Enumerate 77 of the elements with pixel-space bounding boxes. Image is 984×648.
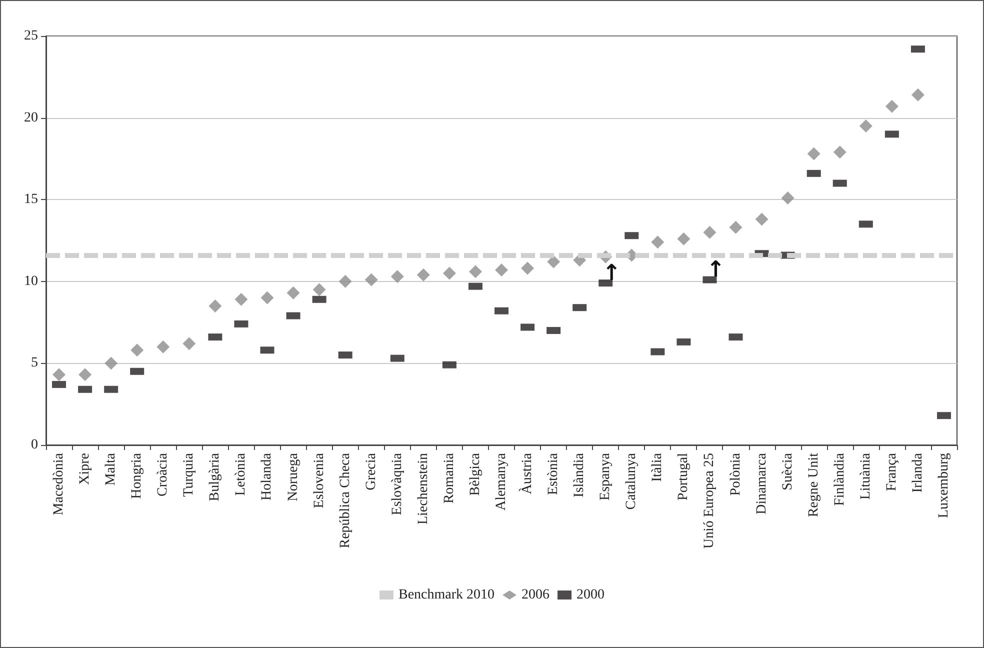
- point: [182, 337, 196, 350]
- legend-label: 2006: [522, 588, 550, 602]
- legend-label: 2000: [576, 588, 605, 602]
- x-tick-label: Romania: [442, 452, 457, 504]
- x-tick-label: Malta: [104, 452, 119, 486]
- y-tick-label: 15: [24, 192, 38, 208]
- x-tick-label: Alemanya: [494, 452, 509, 511]
- point: [286, 286, 300, 300]
- x-tick-label: Eslovenia: [312, 452, 327, 508]
- point: [312, 283, 326, 296]
- y-tick-label: 20: [24, 110, 38, 126]
- x-tick-label: Luxemburg: [936, 453, 952, 518]
- x-tick-label: Itàlia: [650, 452, 666, 482]
- x-tick-label: República Checa: [338, 452, 353, 548]
- x-tick-label: Letònia: [234, 452, 249, 496]
- x-tick-label: Suècia: [780, 452, 796, 490]
- y-tick-label: 0: [31, 438, 38, 452]
- x-tick-label: Polònia: [728, 452, 744, 496]
- point: [390, 270, 404, 283]
- annotation: ↑: [706, 258, 725, 283]
- x-tick-label: Dinamarca: [754, 452, 770, 514]
- annotation: ↑: [602, 260, 621, 286]
- point: [208, 299, 222, 312]
- x-tick-label: Irlanda: [910, 452, 926, 493]
- point: [911, 88, 924, 102]
- point: [729, 220, 742, 234]
- x-tick-label: Eslovàquia: [390, 452, 405, 516]
- point: [416, 268, 430, 282]
- point: [78, 368, 92, 382]
- y-tick-label: 25: [24, 28, 38, 44]
- x-tick-label: Lituània: [858, 452, 874, 500]
- x-tick-label: Portugal: [676, 452, 692, 500]
- point: [495, 263, 508, 276]
- point: [338, 274, 352, 288]
- point: [130, 344, 144, 357]
- point: [833, 146, 846, 159]
- x-tick-label: Holanda: [260, 452, 275, 500]
- x-tick-label: Macedònia: [52, 452, 67, 516]
- point: [755, 212, 768, 226]
- point: [885, 100, 898, 113]
- point: [781, 191, 794, 204]
- point: [468, 265, 482, 278]
- point: [859, 119, 872, 132]
- point: [234, 292, 248, 306]
- x-tick-label: Catalunya: [624, 452, 640, 510]
- y-tick-label: 10: [24, 274, 38, 289]
- point: [52, 368, 66, 382]
- point: [677, 232, 690, 246]
- point: [521, 262, 534, 275]
- point: [807, 147, 820, 160]
- x-tick-label: Regne Unit: [806, 452, 822, 518]
- point: [260, 291, 274, 304]
- x-tick-label: Hongria: [130, 452, 145, 499]
- x-tick-label: Unió Europea 25: [702, 453, 718, 549]
- x-tick-label: Finlàndia: [832, 452, 848, 506]
- point: [651, 236, 664, 249]
- point: [442, 266, 456, 280]
- point: [364, 273, 378, 286]
- x-tick-label: Noruega: [286, 452, 301, 502]
- x-tick-label: Xipre: [78, 453, 93, 485]
- x-tick-label: Grecia: [364, 452, 379, 490]
- point: [156, 340, 170, 354]
- x-tick-label: Liechenstein: [416, 453, 431, 525]
- x-tick-label: Estònia: [546, 452, 562, 495]
- legend-label: Benchmark 2010: [398, 588, 495, 602]
- x-tick-label: Àustria: [518, 452, 536, 494]
- x-tick-label: Croàcia: [156, 452, 171, 497]
- x-tick-label: Bèlgica: [468, 452, 483, 496]
- y-tick-label: 5: [31, 356, 38, 371]
- point: [703, 226, 716, 239]
- x-tick-label: Espanya: [598, 452, 614, 500]
- x-tick-label: França: [884, 452, 900, 492]
- x-tick-label: Turquia: [182, 452, 197, 497]
- point: [547, 255, 560, 268]
- x-tick-label: Islàndia: [572, 452, 588, 498]
- x-tick-label: Bulgària: [208, 452, 223, 502]
- point: [104, 356, 118, 370]
